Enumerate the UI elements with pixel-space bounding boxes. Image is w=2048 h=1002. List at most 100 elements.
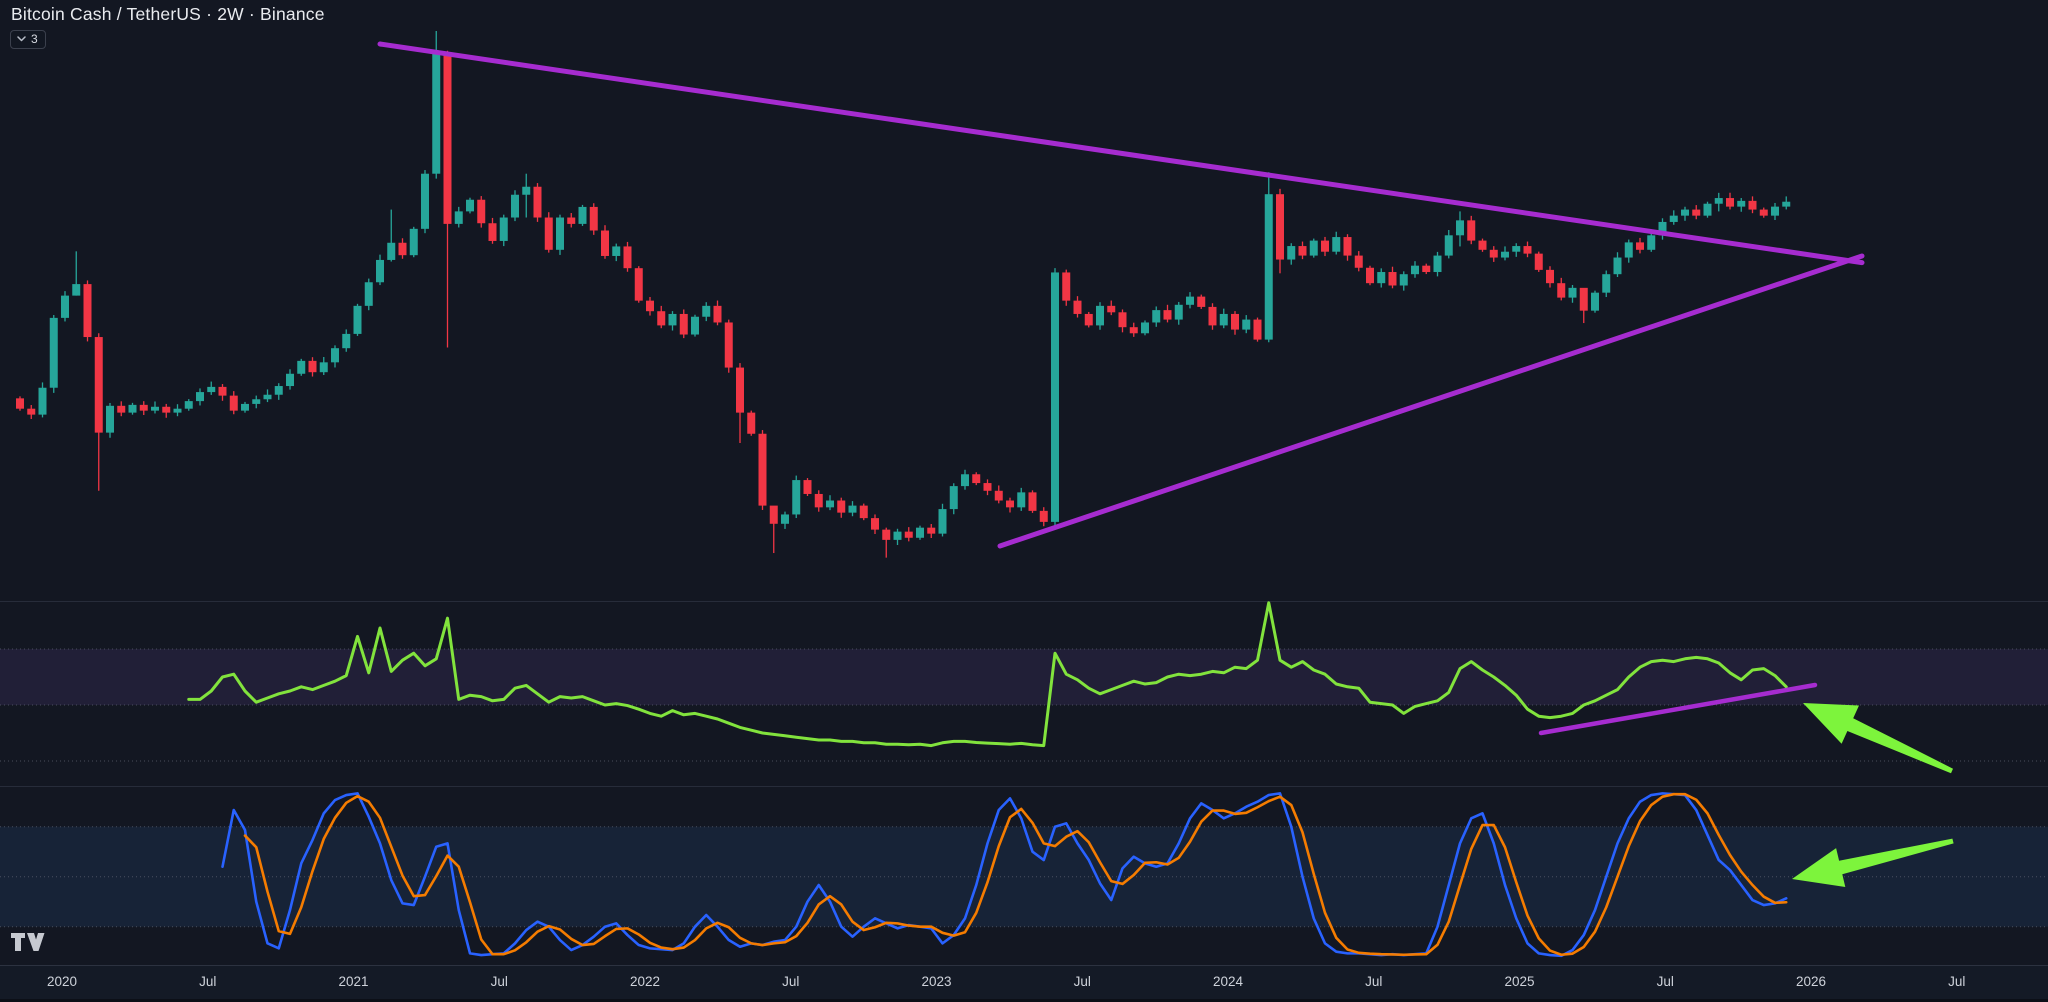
candle-body	[1703, 203, 1712, 216]
candle-body	[286, 373, 294, 387]
triangle-upper-trendline[interactable]	[377, 41, 1865, 266]
candle-body	[1579, 287, 1588, 311]
candle-body	[871, 518, 879, 530]
candle-body	[679, 313, 688, 335]
time-axis-label: Jul	[1073, 974, 1091, 989]
candle-body	[1073, 300, 1082, 314]
candle-body	[49, 317, 58, 388]
candle-body	[1399, 274, 1408, 286]
rsi-trendline[interactable]	[1538, 682, 1818, 736]
candle-body	[1354, 255, 1363, 268]
candle-body	[1062, 272, 1071, 301]
rsi-line	[187, 601, 1788, 748]
candle-body	[747, 412, 756, 434]
candle-body	[443, 53, 452, 224]
candle-body	[1613, 257, 1622, 275]
candle-body	[1174, 304, 1183, 320]
indicators-collapse-button[interactable]: 3	[10, 30, 46, 49]
candle-body	[1152, 310, 1161, 323]
candle-body	[398, 242, 407, 256]
candle-body	[893, 531, 902, 540]
time-axis-label: 2024	[1212, 974, 1244, 989]
candle-body	[1748, 200, 1757, 210]
candle-body	[1591, 292, 1599, 311]
candle-body	[612, 246, 621, 256]
time-axis-label: Jul	[1948, 974, 1966, 989]
candle-body	[1467, 220, 1476, 241]
candle-body	[342, 333, 351, 349]
time-axis-label: 2021	[338, 974, 369, 989]
candle-body	[106, 405, 114, 433]
candle-body	[837, 500, 846, 513]
candle-body	[1534, 253, 1543, 270]
candle-body	[1714, 198, 1723, 204]
candle-body	[736, 367, 744, 413]
candle-body	[1456, 220, 1464, 236]
candle-body	[1726, 198, 1734, 207]
time-axis-label: Jul	[490, 974, 508, 989]
tradingview-logo[interactable]	[11, 933, 47, 953]
candle-body	[961, 474, 969, 487]
candle-body	[859, 505, 868, 519]
candle-body	[623, 246, 632, 269]
candle-body	[184, 401, 193, 409]
candle-body	[331, 348, 339, 363]
candle-body	[882, 529, 891, 540]
time-axis-label: 2026	[1795, 974, 1827, 989]
triangle-lower-trendline[interactable]	[997, 253, 1865, 549]
candle-body	[207, 386, 216, 393]
candle-body	[1366, 267, 1374, 284]
candle-body	[1557, 283, 1566, 298]
candle-body	[364, 282, 373, 306]
candle-body	[1017, 492, 1026, 508]
candle-body	[1118, 312, 1127, 328]
candle-body	[578, 206, 587, 224]
candle-body	[376, 259, 384, 283]
candle-body	[1141, 322, 1149, 334]
candle-body	[196, 392, 204, 402]
candle-body	[27, 408, 36, 415]
candle-body	[499, 217, 508, 241]
candle-body	[983, 483, 992, 491]
candle-body	[1444, 235, 1453, 256]
candle-body	[1388, 272, 1397, 286]
candle-body	[72, 284, 81, 296]
time-axis[interactable]: 2020 Jul 2021 Jul 2022 Jul 2023 Jul 2024 Jul 2025 J…	[0, 965, 2048, 1002]
candle-body	[1523, 246, 1532, 254]
candle-body	[916, 527, 924, 538]
candle-body	[567, 217, 576, 224]
candle-body	[1782, 201, 1791, 207]
candle-body	[173, 408, 182, 413]
candle-body	[1129, 327, 1138, 334]
rsi-arrow-icon[interactable]	[1803, 703, 1953, 774]
candle-body	[758, 433, 767, 506]
candle-body	[1636, 242, 1644, 250]
candle-body	[1602, 274, 1611, 293]
candle-body	[544, 217, 553, 250]
candle-body	[1343, 237, 1352, 256]
candle-body	[1411, 265, 1419, 275]
candle-body	[646, 300, 654, 312]
time-axis-label: 2025	[1504, 974, 1535, 989]
candle-body	[702, 305, 711, 317]
candle-body	[1377, 272, 1386, 284]
candle-body	[274, 386, 283, 395]
candle-body	[803, 480, 812, 494]
candle-body	[522, 186, 531, 195]
candle-body	[117, 405, 126, 413]
candle-body	[477, 199, 486, 224]
candle-body	[94, 337, 103, 433]
stoch-arrow-icon[interactable]	[1792, 838, 1954, 887]
candle-body	[1759, 209, 1768, 216]
candle-body	[634, 268, 643, 301]
candle-body	[1658, 221, 1667, 236]
candle-body	[769, 505, 778, 524]
candle-body	[904, 531, 913, 538]
candle-body	[1489, 249, 1498, 258]
candle-body	[1624, 242, 1633, 258]
candle-body	[1568, 287, 1577, 298]
candle-body	[1107, 305, 1116, 313]
time-axis-label: Jul	[782, 974, 800, 989]
candle-body	[994, 490, 1003, 501]
